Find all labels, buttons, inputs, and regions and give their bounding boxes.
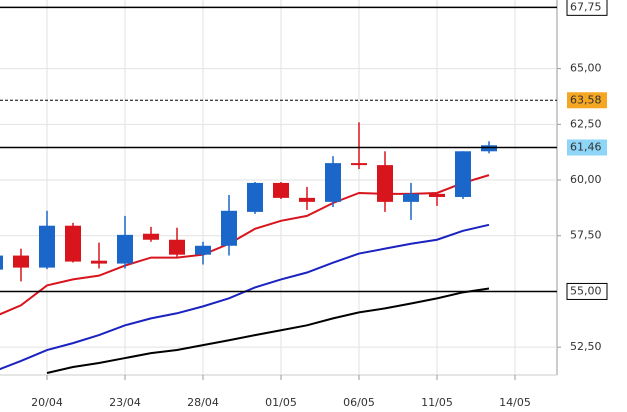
moving-average xyxy=(46,287,490,374)
candle-body xyxy=(169,239,185,255)
candle-body xyxy=(13,255,29,268)
level-label: 61,46 xyxy=(570,141,602,154)
candle-body xyxy=(117,234,133,264)
candle-body xyxy=(143,233,159,240)
candle-body xyxy=(39,225,55,268)
x-tick-label: 28/04 xyxy=(187,396,219,409)
level-label-box xyxy=(567,139,607,156)
candle-body xyxy=(273,182,289,198)
x-tick-label: 23/04 xyxy=(109,396,141,409)
x-tick-label: 01/05 xyxy=(265,396,297,409)
candle-body xyxy=(299,197,315,202)
candle-body xyxy=(91,260,107,264)
moving-average xyxy=(0,223,490,371)
candle-body xyxy=(65,225,81,262)
candle-body xyxy=(247,182,263,212)
y-tick-label: 60,00 xyxy=(570,173,602,186)
y-tick-label: 62,50 xyxy=(570,117,602,130)
candle-body xyxy=(221,210,237,246)
candle-body xyxy=(351,163,367,166)
candle-body xyxy=(429,193,445,197)
x-tick-label: 06/05 xyxy=(343,396,375,409)
x-tick-label: 14/05 xyxy=(499,396,531,409)
candle-body xyxy=(195,245,211,255)
candle-body xyxy=(0,255,3,270)
x-tick-label: 11/05 xyxy=(421,396,453,409)
level-label-box xyxy=(566,282,608,300)
candle-body xyxy=(377,165,393,202)
level-label-box xyxy=(566,0,608,16)
level-label: 67,75 xyxy=(570,0,602,13)
candle-body xyxy=(481,145,497,152)
y-tick-label: 52,50 xyxy=(570,340,602,353)
y-tick-label: 57,50 xyxy=(570,229,602,242)
candle-body xyxy=(455,151,471,197)
candle-body xyxy=(403,193,419,202)
candle-body xyxy=(325,163,341,202)
level-label: 55,00 xyxy=(570,284,602,297)
level-label: 63,58 xyxy=(570,93,602,106)
level-label-box xyxy=(567,92,607,109)
y-tick-label: 65,00 xyxy=(570,62,602,75)
x-tick-label: 20/04 xyxy=(31,396,63,409)
